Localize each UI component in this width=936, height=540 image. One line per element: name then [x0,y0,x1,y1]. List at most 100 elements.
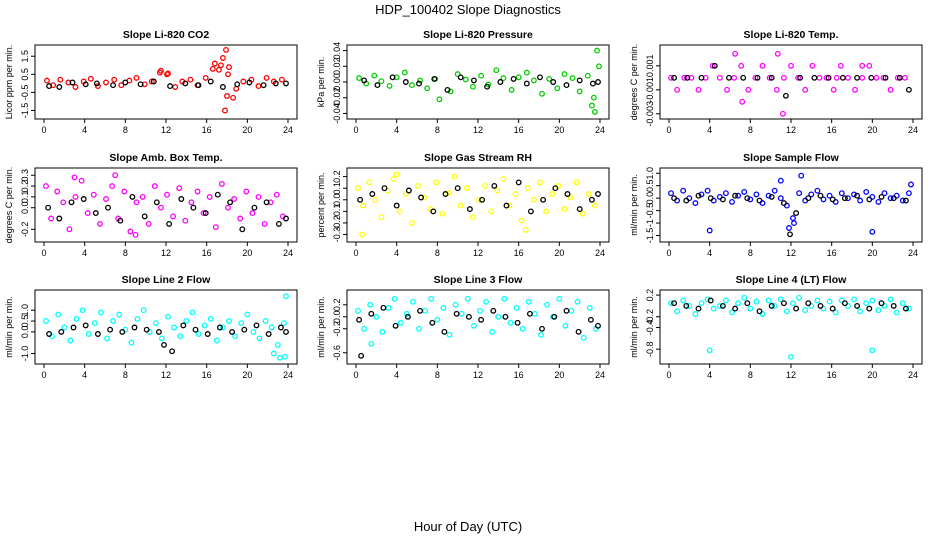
data-point [787,231,793,238]
data-point [508,86,515,93]
data-point [576,88,583,95]
data-point [417,77,424,84]
data-point [405,187,412,194]
data-point [817,192,824,199]
data-point [204,331,211,337]
data-point [707,195,714,202]
data-point [753,298,760,305]
data-point [826,192,833,199]
data-point [844,195,851,202]
data-point [732,50,739,57]
y-tick-label: -0.2 [645,309,655,325]
data-point [896,74,903,81]
data-point [837,62,844,69]
data-point [213,337,220,344]
series-overlay [671,297,909,315]
data-point [735,300,742,307]
data-point [595,79,601,85]
data-point [434,316,441,323]
x-tick-label: 8 [435,248,440,258]
y-axis-label: ml/min per min. [316,296,326,358]
data-point [379,328,386,335]
data-point [458,310,465,317]
data-point [103,79,109,86]
data-point [726,74,732,81]
data-point [890,302,897,309]
data-point [893,309,900,316]
x-tick-label: 8 [435,370,440,380]
data-point [854,74,861,81]
data-point [170,213,177,220]
data-point [209,65,216,72]
series-primary [668,294,912,360]
y-axis-label: ml/min per min. [629,174,639,236]
data-point [854,302,861,309]
data-point [823,74,830,81]
data-point [43,318,49,324]
data-point [58,328,65,335]
data-point [489,328,496,335]
data-point [424,85,431,92]
data-point [165,313,171,320]
data-point [131,324,138,331]
data-point [859,62,866,69]
data-point [190,204,197,211]
x-tick-label: 20 [867,248,877,258]
y-tick-label: 0.0 [20,201,30,214]
data-point [698,300,705,307]
data-point [774,50,781,57]
data-point [454,71,461,78]
data-point [851,296,857,303]
data-point [671,300,678,307]
data-point [841,300,848,307]
data-point [421,194,428,201]
x-tick-label: 4 [394,248,399,258]
data-point [537,74,543,81]
data-point [510,75,517,82]
figure-title: HDP_100402 Slope Diagnostics [375,2,561,17]
data-point [195,331,202,337]
data-point [833,74,840,81]
data-point [165,70,171,77]
data-point [825,74,832,81]
data-point [681,74,688,81]
data-point [476,196,482,203]
x-tick-label: 12 [786,248,796,258]
data-point [668,300,674,307]
x-tick-label: 8 [435,125,440,135]
y-tick-label: -0.3 [332,227,342,243]
x-tick-label: 8 [123,370,128,380]
data-point [134,315,141,322]
data-point [793,305,800,312]
x-tick-label: 8 [748,125,753,135]
data-point [359,231,366,238]
series-primary [43,293,289,361]
data-point [875,307,882,314]
data-point [507,319,514,326]
y-tick-label: 0.5 [20,68,30,81]
data-point [495,313,502,320]
x-tick-label: 20 [554,370,564,380]
data-point [544,301,551,308]
data-point [780,300,787,307]
data-point [249,210,256,217]
data-point [576,206,583,213]
data-point [869,297,876,304]
data-point [46,83,53,90]
data-point [829,196,836,203]
x-tick-label: 8 [748,248,753,258]
data-point [674,308,681,315]
data-point [172,84,179,90]
data-point [416,80,422,87]
data-point [851,191,857,198]
series-overlay [45,191,289,233]
data-point [780,200,787,207]
data-point [546,75,553,82]
data-point [887,296,894,303]
data-point [887,195,894,202]
data-point [506,202,513,209]
series-overlay [356,304,601,359]
data-point [530,196,537,203]
y-tick-label: 0.5 [20,315,30,328]
data-point [112,172,119,179]
